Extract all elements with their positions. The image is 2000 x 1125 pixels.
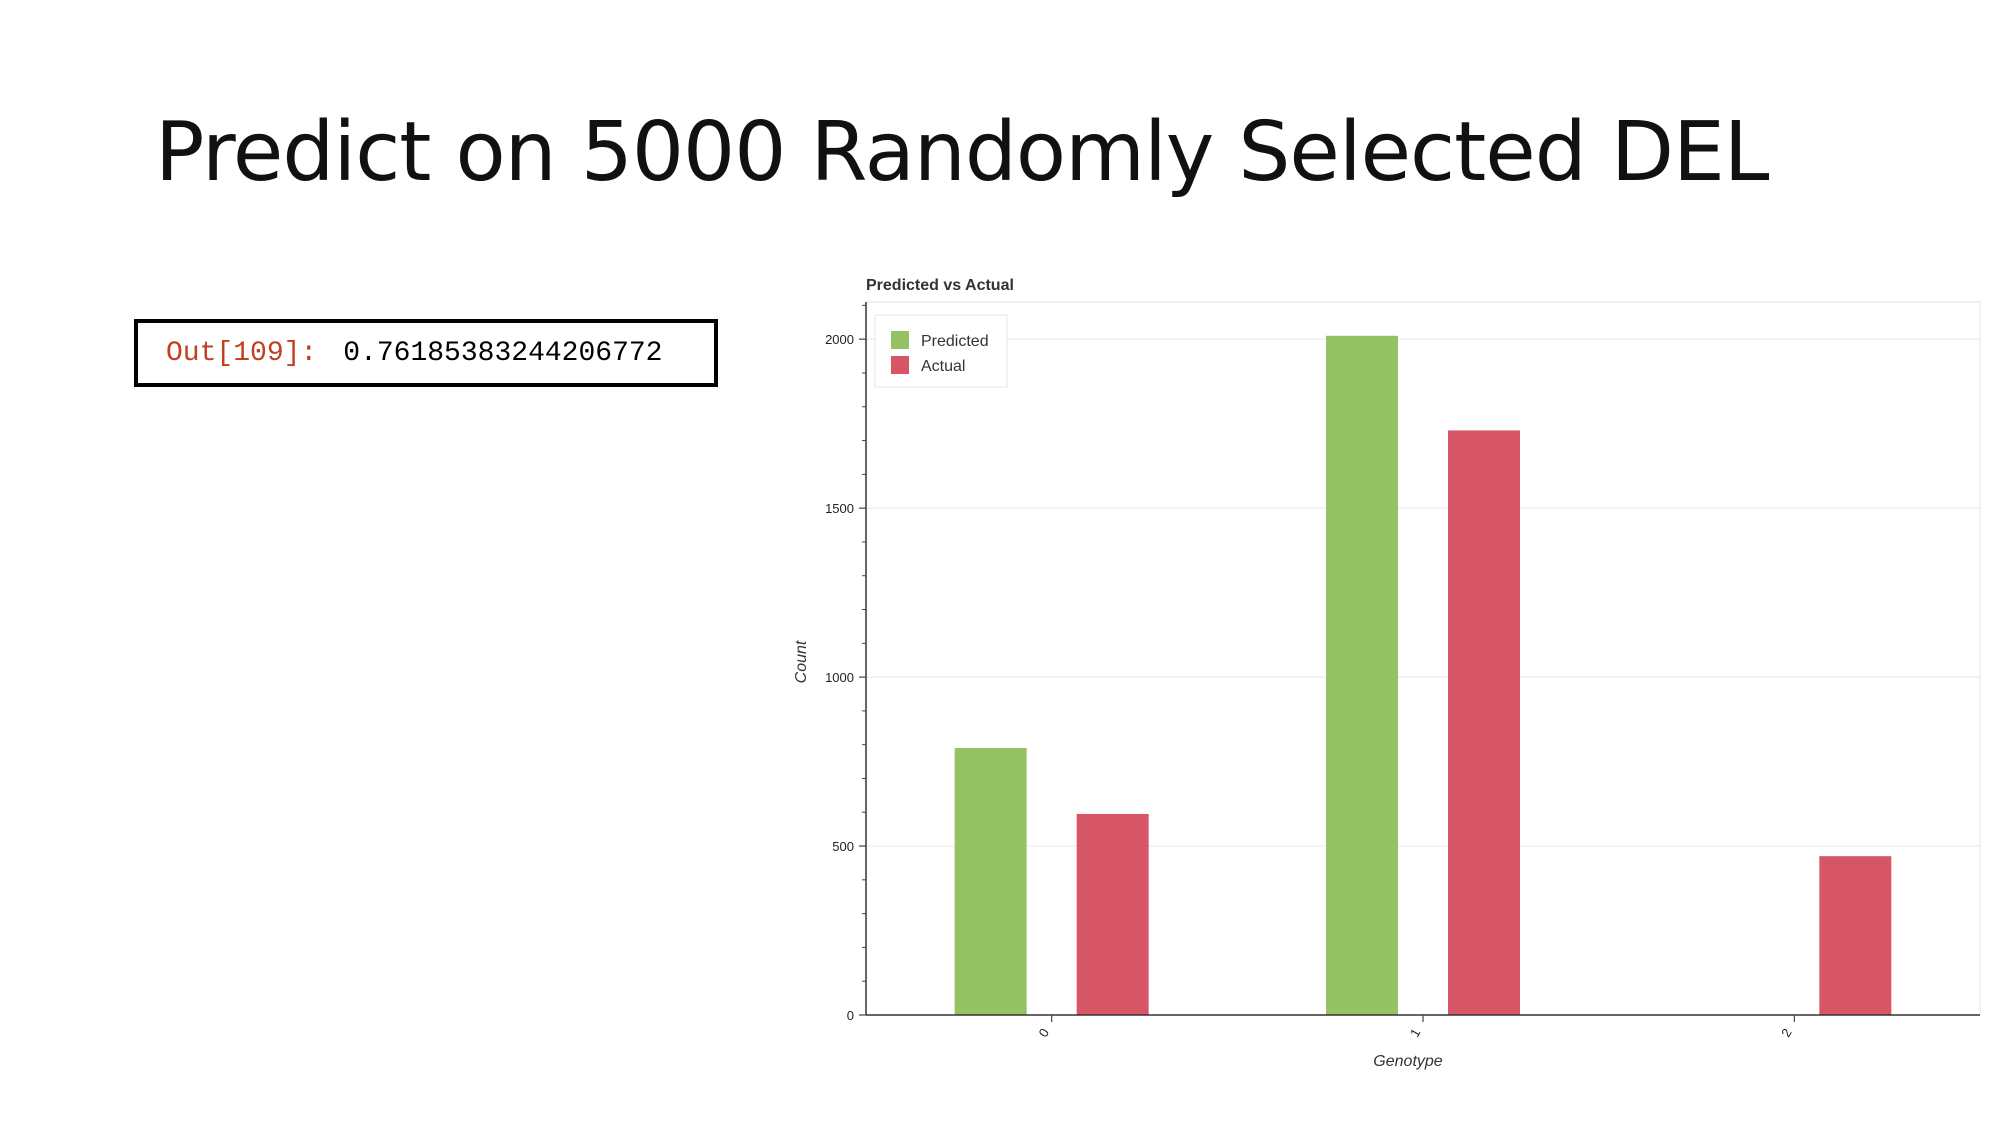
y-ticks-group: 0 500 1000 1500 2000 (825, 304, 866, 1023)
bar-actual-0 (1076, 813, 1149, 1015)
output-prompt-label: Out[109]: (166, 337, 318, 369)
output-value: 0.76185383244206772 (343, 337, 663, 369)
grid-lines (866, 338, 1980, 847)
axes-group (865, 301, 1981, 1016)
legend-label-predicted: Predicted (921, 333, 989, 350)
x-tick-label: 0 (1035, 1026, 1052, 1040)
legend-label-actual: Actual (921, 358, 965, 375)
output-cell: Out[109]: 0.76185383244206772 (134, 319, 718, 387)
x-axis-label: Genotype (1373, 1053, 1442, 1070)
bar-actual-1 (1448, 430, 1520, 1015)
slide-title: Predict on 5000 Randomly Selected DEL (155, 105, 1769, 200)
legend-box (874, 314, 1008, 388)
legend: Predicted Actual (874, 314, 1008, 388)
bar-predicted-0 (954, 748, 1027, 1015)
y-axis-label: Count (793, 640, 810, 683)
y-tick-label: 500 (832, 839, 854, 854)
bar-actual-2 (1819, 856, 1892, 1015)
legend-swatch-actual (891, 356, 909, 374)
x-tick-label: 1 (1407, 1026, 1424, 1040)
y-tick-label: 1500 (825, 501, 854, 516)
legend-swatch-predicted (891, 331, 909, 349)
bars-group (954, 335, 1892, 1015)
y-tick-label: 2000 (825, 332, 854, 347)
chart-title: Predicted vs Actual (866, 277, 1014, 294)
x-ticks-group: 0 1 2 (1035, 1015, 1795, 1040)
y-tick-label: 0 (847, 1008, 854, 1023)
bar-chart: Predicted vs Actual 0 500 1000 1500 2000 0 1 2… (793, 277, 1981, 1070)
bar-predicted-1 (1326, 335, 1398, 1015)
y-tick-label: 1000 (825, 670, 854, 685)
x-tick-label: 2 (1778, 1026, 1795, 1040)
